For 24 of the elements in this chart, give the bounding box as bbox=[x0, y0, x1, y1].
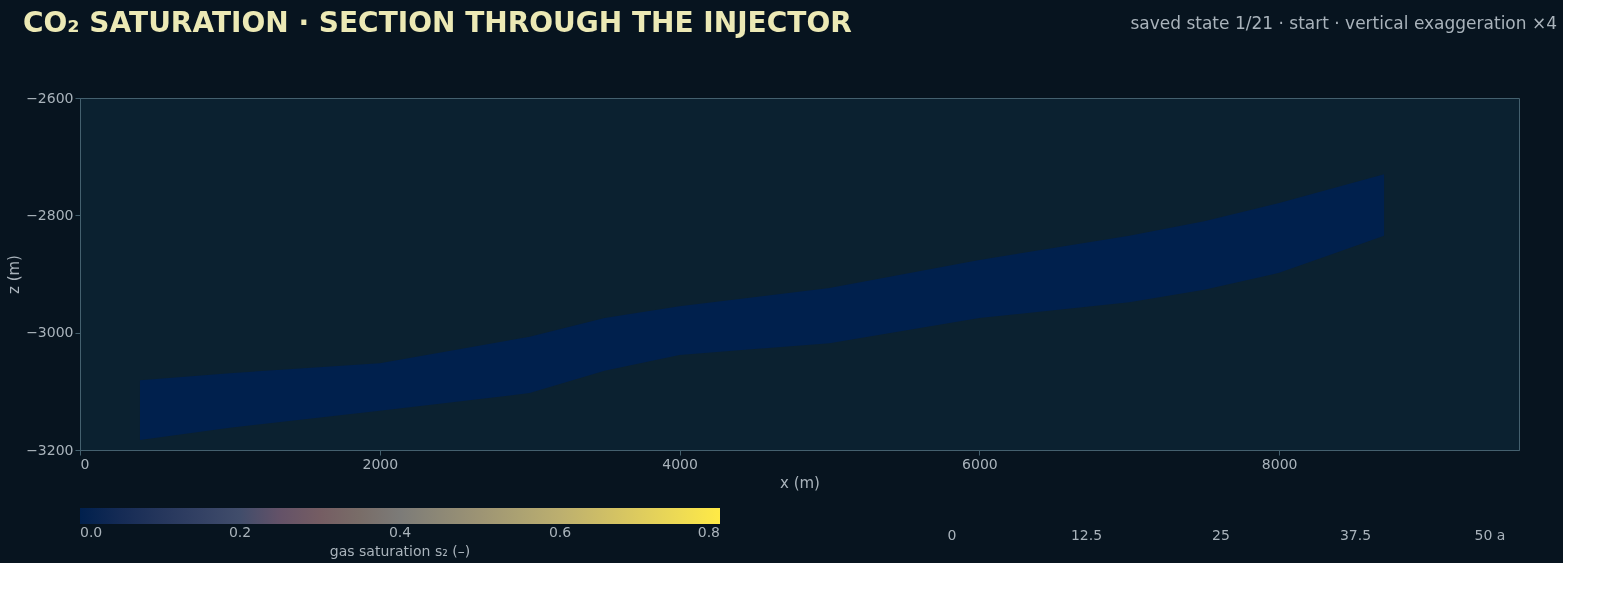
x-tick-label: 4000 bbox=[662, 455, 698, 472]
color-bar-label: 0.4 bbox=[388, 524, 412, 540]
chart-subtitle: saved state 1/21 · start · vertical exaggeration ×4 bbox=[1130, 13, 1557, 33]
x-tick-label: 6000 bbox=[962, 455, 998, 472]
x-tick-label: 8000 bbox=[1261, 455, 1298, 472]
y-tick-label: −2600 bbox=[26, 89, 74, 106]
x-tick-label: 0 bbox=[80, 455, 90, 472]
y-axis-title: z (m) bbox=[5, 255, 24, 294]
color-bar-label: 0.8 bbox=[697, 524, 720, 540]
text: 0 bbox=[947, 527, 957, 543]
chart-title: CO₂ SATURATION · SECTION THROUGH THE INJECTOR bbox=[23, 6, 852, 39]
y-tick-label: −2800 bbox=[26, 206, 74, 223]
color-bar-label: 0.0 bbox=[80, 524, 103, 540]
text: 25 bbox=[1212, 527, 1230, 543]
text: 50 a bbox=[1474, 527, 1506, 543]
text: 12.5 bbox=[1070, 527, 1103, 543]
y-tick-label: −3200 bbox=[26, 441, 74, 458]
y-tick-label: −3000 bbox=[26, 324, 74, 341]
x-axis-title: x (m) bbox=[780, 473, 820, 492]
color-bar-label: 0.6 bbox=[548, 524, 572, 540]
color-bar-title: gas saturation s₂ (–) bbox=[329, 543, 471, 559]
color-bar-label: 0.2 bbox=[228, 524, 252, 540]
text: 37.5 bbox=[1339, 527, 1372, 543]
x-tick-label: 2000 bbox=[362, 455, 399, 472]
